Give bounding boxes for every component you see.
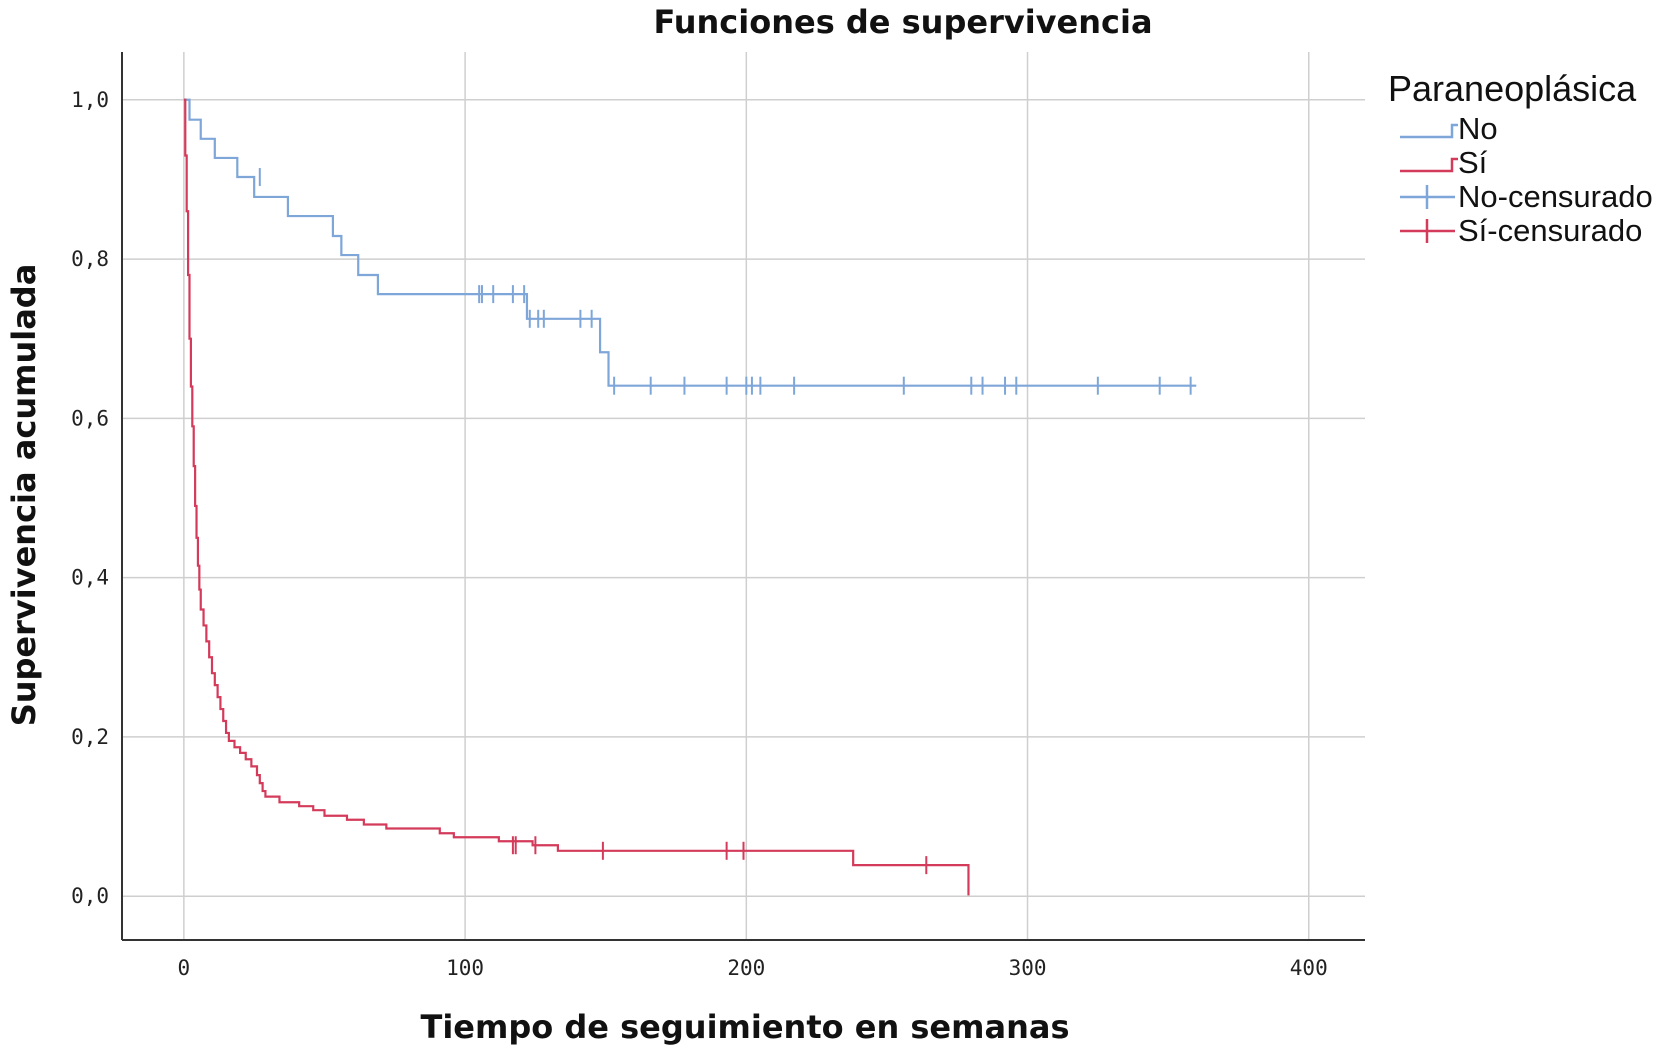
legend-label: No <box>1458 111 1498 146</box>
legend-title: Paraneoplásica <box>1388 68 1637 109</box>
legend-entry: No <box>1400 111 1498 146</box>
legend-entry: No-censurado <box>1400 179 1653 214</box>
legend-line-swatch <box>1400 157 1458 173</box>
legend-label: Sí-censurado <box>1458 213 1642 248</box>
y-ticks: 0,0 0,2 0,4 0,6 0,8 1,0 <box>71 88 109 908</box>
y-axis-title: Supervivencia acumulada <box>5 264 43 727</box>
legend-label: Sí <box>1458 145 1488 180</box>
x-axis-title: Tiempo de seguimiento en semanas <box>421 1008 1070 1046</box>
survival-step-line <box>183 98 970 896</box>
axes <box>121 52 1365 941</box>
legend-label: No-censurado <box>1458 179 1653 214</box>
legend-entry: Sí <box>1400 145 1488 180</box>
x-tick-label: 300 <box>1009 956 1047 980</box>
grid <box>122 52 1365 940</box>
y-tick-label: 1,0 <box>71 88 109 112</box>
y-tick-label: 0,0 <box>71 884 109 908</box>
y-tick-label: 0,2 <box>71 725 109 749</box>
legend-line-swatch <box>1400 123 1458 139</box>
x-tick-label: 0 <box>178 956 191 980</box>
series-no <box>183 98 1197 395</box>
chart-title: Funciones de supervivencia <box>653 3 1152 41</box>
x-ticks: 0 100 200 300 400 <box>178 956 1328 980</box>
x-tick-label: 100 <box>446 956 484 980</box>
y-tick-label: 0,8 <box>71 247 109 271</box>
x-tick-label: 400 <box>1290 956 1328 980</box>
y-tick-label: 0,6 <box>71 406 109 430</box>
legend-entry: Sí-censurado <box>1400 213 1642 248</box>
x-tick-label: 200 <box>727 956 765 980</box>
legend: Paraneoplásica NoSíNo-censuradoSí-censur… <box>1388 68 1653 248</box>
series-layer <box>183 98 1197 896</box>
series-si <box>183 98 970 896</box>
survival-step-line <box>183 98 1197 387</box>
y-tick-label: 0,4 <box>71 566 109 590</box>
